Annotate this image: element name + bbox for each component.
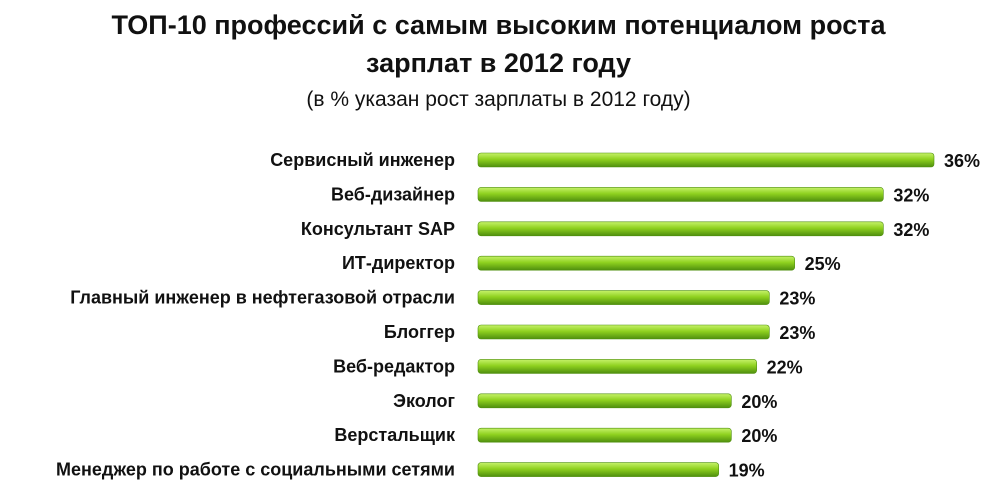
- bar-2: [477, 187, 884, 202]
- category-label: Консультант SAP: [301, 219, 455, 239]
- value-label: 32%: [893, 185, 929, 205]
- category-label: Сервисный инженер: [270, 150, 455, 170]
- value-label: 19%: [729, 461, 765, 481]
- value-label: 23%: [779, 323, 815, 343]
- category-label: Менеджер по работе с социальными сетями: [56, 460, 455, 480]
- category-label: Верстальщик: [334, 425, 456, 445]
- bar-4: [477, 255, 795, 271]
- category-label: Блоггер: [384, 322, 455, 342]
- value-label: 20%: [741, 426, 777, 446]
- bar-7: [477, 359, 757, 374]
- value-label: 32%: [893, 220, 929, 240]
- chart-subtitle: (в % указан рост зарплаты в 2012 году): [306, 88, 691, 111]
- value-label: 23%: [779, 289, 815, 309]
- category-label: Веб-дизайнер: [331, 184, 455, 204]
- chart-title-line2: зарплат в 2012 году: [366, 48, 631, 78]
- bar-1: [477, 152, 935, 168]
- category-label: Главный инженер в нефтегазовой отрасли: [70, 288, 455, 308]
- value-label: 20%: [741, 392, 777, 412]
- category-label: Эколог: [393, 391, 455, 411]
- value-label: 36%: [944, 151, 980, 171]
- bar-3: [477, 221, 884, 237]
- chart-title: ТОП-10 профессий с самым высоким потенци…: [111, 10, 886, 40]
- bar-5: [477, 290, 770, 305]
- bar-9: [477, 427, 732, 443]
- bar-10: [477, 462, 719, 477]
- bar-8: [477, 393, 732, 409]
- value-label: 22%: [767, 357, 803, 377]
- value-label: 25%: [805, 254, 841, 274]
- category-label: Веб-редактор: [333, 356, 455, 376]
- category-label: ИТ-директор: [342, 253, 455, 273]
- bar-6: [477, 324, 770, 340]
